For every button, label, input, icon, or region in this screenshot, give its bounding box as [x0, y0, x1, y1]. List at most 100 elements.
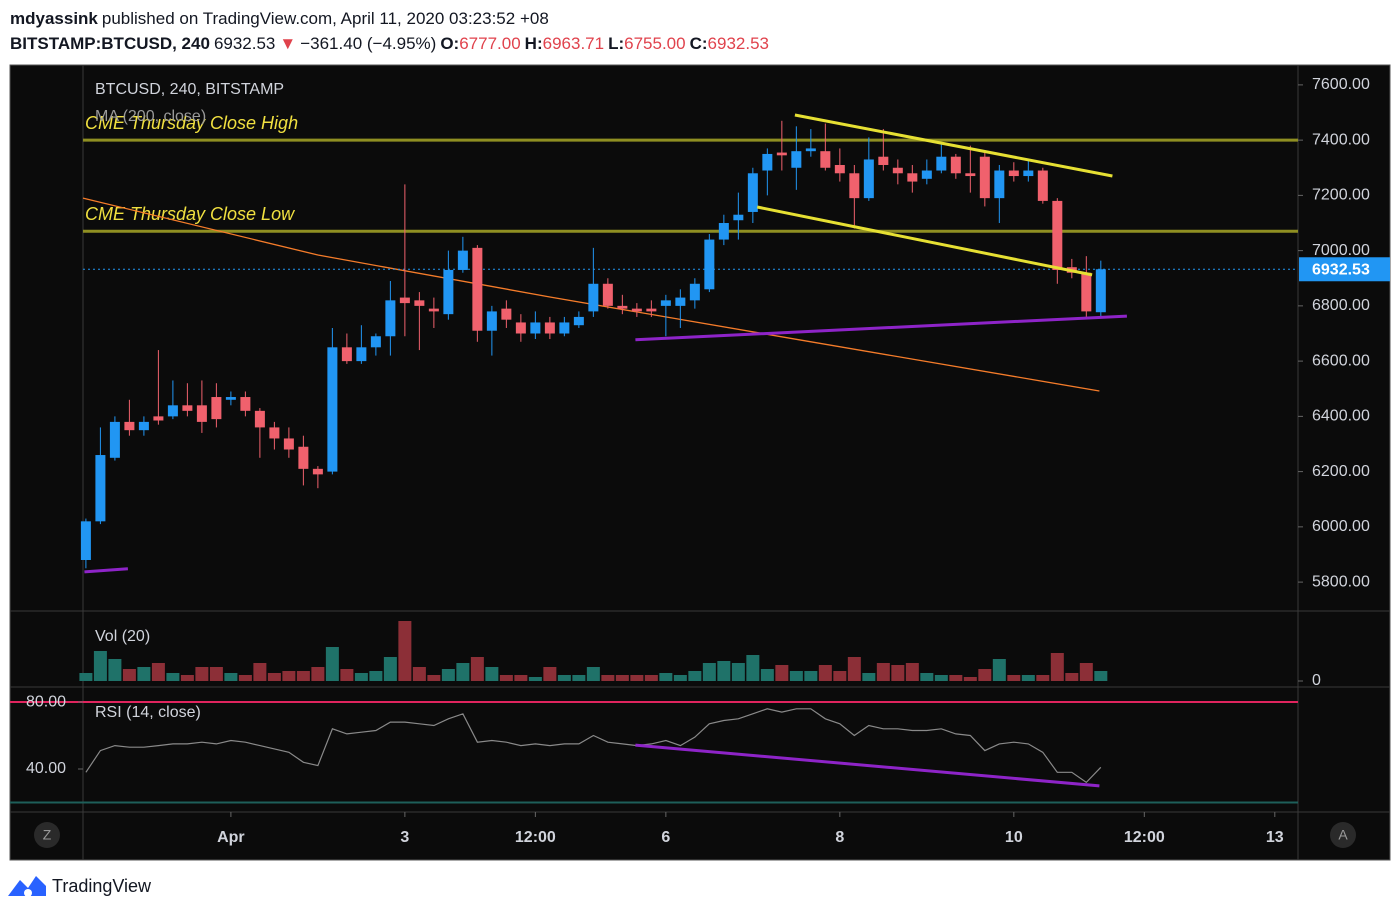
candle-body [109, 421, 120, 458]
candle-body [646, 308, 657, 312]
y-tick-label: 6000.00 [1312, 518, 1370, 535]
chart-title: BTCUSD, 240, BITSTAMP [95, 81, 284, 98]
volume-bar [818, 665, 832, 681]
ma-legend: MA (200, close) [95, 108, 206, 125]
volume-bar [1021, 675, 1035, 681]
chart-frame [9, 64, 1391, 861]
volume-bar [673, 675, 687, 681]
volume-bar [180, 675, 194, 681]
volume-bar [717, 661, 731, 681]
volume-bar [485, 667, 499, 681]
y-tick-label: 6600.00 [1312, 352, 1370, 369]
header-line: BITSTAMP:BTCUSD, 240 6932.53 ▼ −361.40 (−4.… [10, 31, 773, 56]
volume-bar [253, 663, 267, 681]
volume-bar [949, 675, 963, 681]
x-tick-label: 3 [400, 829, 409, 846]
zoom-button[interactable] [34, 822, 60, 848]
candle-body [298, 446, 309, 469]
trendline [794, 113, 1113, 178]
volume-bar [195, 667, 209, 681]
volume-bar [499, 675, 513, 681]
ohlc-value: 6932.53 [707, 34, 769, 53]
volume-bar [108, 659, 122, 681]
candle-body [1037, 170, 1048, 201]
zoom-button-label[interactable]: Z [43, 827, 52, 843]
ohlc-label: O: [440, 34, 460, 53]
candle-body [559, 322, 570, 334]
y-tick-label: 7400.00 [1312, 131, 1370, 148]
candle-body [1008, 170, 1019, 177]
candle-body [820, 151, 831, 168]
y-tick-label: 7000.00 [1312, 242, 1370, 259]
rsi-line [85, 708, 1102, 784]
volume-bar [325, 647, 339, 681]
volume-bar [383, 657, 397, 681]
candle-body [269, 427, 280, 439]
volume-bar [340, 669, 354, 681]
candle-body [443, 269, 454, 315]
candle-body [472, 247, 483, 331]
candle-body [153, 416, 164, 421]
volume-bar [354, 673, 368, 681]
brand-name: TradingView [52, 876, 152, 896]
y-tick-label: 6400.00 [1312, 408, 1370, 425]
volume-bar [267, 673, 281, 681]
y-tick-label: 6800.00 [1312, 297, 1370, 314]
candle-body [457, 250, 468, 270]
volume-bar [137, 667, 151, 681]
volume-bar [296, 671, 310, 681]
volume-bar [470, 657, 484, 681]
candle-body [965, 173, 976, 177]
candle-body [892, 167, 903, 174]
candle-body [950, 156, 961, 174]
volume-bar [456, 663, 470, 681]
volume-bar [224, 673, 238, 681]
candle-body [225, 397, 236, 400]
candle-body [80, 521, 91, 561]
candle-body [530, 322, 541, 334]
volume-bar [789, 671, 803, 681]
candle-body [327, 347, 338, 472]
candle-body [399, 297, 410, 304]
volume-bar [905, 663, 919, 681]
plot: 5800.00 6000.00 6200.00 6400.00 6600.00 6800.… [10, 76, 1390, 846]
volume-bar [891, 665, 905, 681]
volume-bar [615, 675, 629, 681]
logo-shape [24, 889, 32, 897]
candle-body [1095, 269, 1106, 313]
ohlc-label: C: [689, 34, 708, 53]
candle-body [124, 421, 135, 431]
volume-bar [601, 675, 615, 681]
candle-body [385, 300, 396, 337]
auto-scale-button[interactable] [1330, 822, 1356, 848]
candle-body [660, 300, 671, 306]
volume-bar [992, 659, 1006, 681]
candle-body [254, 410, 265, 428]
volume-bar [528, 677, 542, 681]
auto-scale-button-label[interactable]: A [1338, 827, 1348, 843]
ohlc-value: 6755.00 [624, 34, 686, 53]
candle-body [617, 305, 628, 309]
volume-bar [514, 675, 528, 681]
volume-bar [731, 663, 745, 681]
published-info: published on TradingView.com, April 11, … [101, 9, 549, 28]
volume-bar [412, 667, 426, 681]
candle-body [515, 322, 526, 334]
x-tick-label: 10 [1005, 829, 1023, 846]
volume-bar [209, 667, 223, 681]
candle-body [718, 223, 729, 240]
volume-bar [644, 675, 658, 681]
volume-bar [238, 675, 252, 681]
volume-bar [702, 663, 716, 681]
candle-body [704, 239, 715, 290]
moving-average [82, 197, 1100, 392]
candle-body [631, 308, 642, 312]
volume-bar [441, 669, 455, 681]
ohlc-value: 6963.71 [542, 34, 605, 53]
ohlc-label: H: [524, 34, 543, 53]
candle-body [979, 156, 990, 199]
volume-bar [630, 675, 644, 681]
candle-body [878, 156, 889, 165]
x-tick-label: 8 [835, 829, 844, 846]
